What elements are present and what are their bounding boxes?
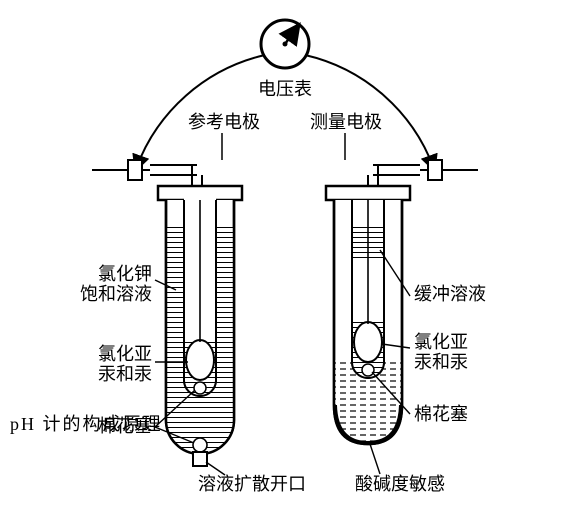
ph-sensitive-label: 酸碱度敏感 — [355, 474, 445, 494]
buffer-label: 缓冲溶液 — [414, 284, 486, 304]
diagram-title: pH 计的构成原理 — [10, 414, 163, 434]
voltmeter-label: 电压表 — [258, 79, 312, 99]
cotton-right-label: 棉花塞 — [414, 404, 468, 424]
hg-right-label: 氯化亚汞和汞 — [414, 332, 468, 372]
hg-left-label: 氯化亚汞和汞 — [98, 344, 152, 384]
ref-electrode-label: 参考电极 — [188, 112, 260, 132]
diffusion-label: 溶液扩散开口 — [198, 474, 306, 494]
kcl-label: 氯化钾饱和溶液 — [80, 264, 152, 304]
voltmeter-gauge — [261, 20, 309, 68]
ph-sensitive-leader — [370, 444, 380, 474]
meas-electrode-label: 测量电极 — [310, 112, 382, 132]
